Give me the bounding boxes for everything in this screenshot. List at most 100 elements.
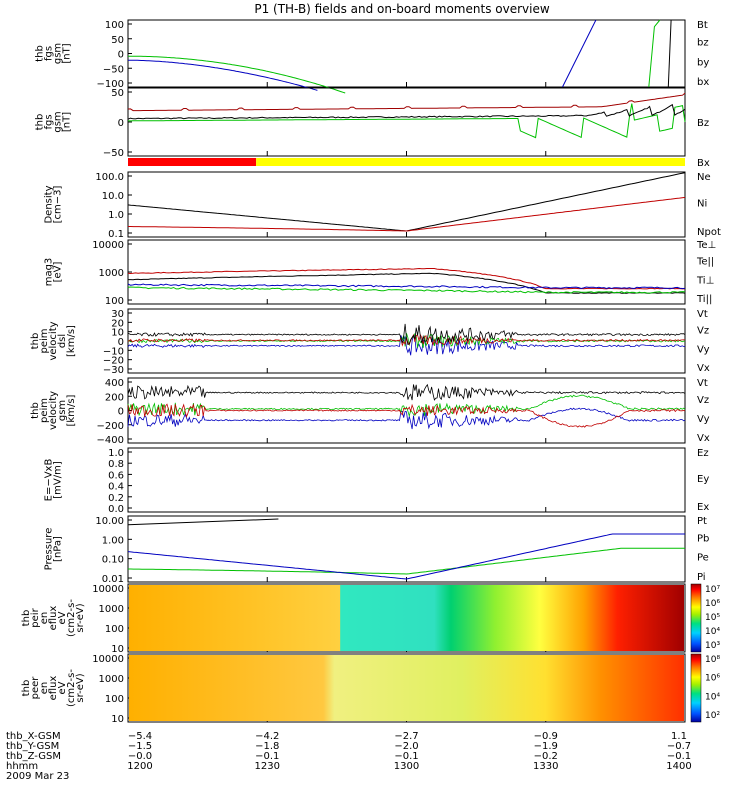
legend-pt: Pt xyxy=(697,516,707,527)
orbit-value: −0.7 xyxy=(667,741,691,752)
y-axis-label: velocity xyxy=(48,321,59,360)
panel-frame xyxy=(127,515,686,583)
orbit-value: −0.1 xyxy=(394,751,418,762)
y-axis-label: (cm2-s- xyxy=(66,669,77,707)
y-axis-label: thb xyxy=(30,333,41,350)
y-tick-label: 10000 xyxy=(92,584,124,595)
y-tick-label: 0.4 xyxy=(108,482,124,493)
y-tick-label: −10 xyxy=(103,346,124,357)
y-axis-label: [km/s] xyxy=(66,325,77,357)
orbit-value: −1.9 xyxy=(534,741,558,752)
y-tick-label: 1000 xyxy=(99,674,124,685)
y-tick-label: 10.0 xyxy=(102,191,124,202)
legend-te: Te|| xyxy=(696,257,714,268)
y-tick-label: 100 xyxy=(105,694,124,705)
y-tick-label: 0.1 xyxy=(108,229,124,240)
y-tick-label: 0.6 xyxy=(108,470,124,481)
series-ni xyxy=(127,172,686,232)
y-axis-label: peir xyxy=(30,607,41,627)
y-axis-label: thb xyxy=(30,402,41,419)
orbit-value: −0.1 xyxy=(667,751,691,762)
y-tick-label: −50 xyxy=(103,148,124,159)
legend-npot: Npot xyxy=(697,227,721,238)
panel-frame xyxy=(127,19,686,88)
series-vy xyxy=(127,394,686,418)
y-axis-label: Density xyxy=(44,185,55,223)
panel-p8: E=−VxB[mV/m] 1.00.80.60.40.20.0 Ez Ey Ex xyxy=(44,447,709,515)
y-tick-label: 1000 xyxy=(99,268,124,279)
y-tick-label: 0.2 xyxy=(108,493,124,504)
legend-bx: Bx xyxy=(697,158,710,169)
y-axis-label: fgs xyxy=(44,46,55,61)
y-tick-label: −50 xyxy=(103,64,124,75)
legend-ez: Ez xyxy=(697,448,709,459)
y-axis-label: eV xyxy=(57,611,68,624)
y-axis-label: peim xyxy=(39,328,50,353)
colorbar-label: 10⁷ xyxy=(705,585,720,595)
mode-bar-slow xyxy=(128,158,257,166)
legend-bt: Bt xyxy=(697,20,708,31)
y-tick-label: 50 xyxy=(111,88,124,99)
orbit-value: 1400 xyxy=(666,761,691,772)
colorbar xyxy=(690,653,702,723)
colorbar-label: 10² xyxy=(705,711,720,721)
y-tick-label: 100 xyxy=(105,296,124,307)
y-axis-label: fgs xyxy=(44,114,55,129)
y-axis-label: [cm−3] xyxy=(53,186,64,224)
panel-frame xyxy=(127,447,686,513)
orbit-value: −0.0 xyxy=(128,751,152,762)
y-tick-label: 200 xyxy=(105,392,124,403)
series-bx xyxy=(562,19,597,88)
y-axis-label: [mV/m] xyxy=(53,461,64,499)
y-axis-label: en xyxy=(39,612,50,625)
y-axis-label: [nPa] xyxy=(53,536,64,562)
y-axis-label: peer xyxy=(30,676,41,700)
series-by xyxy=(648,19,661,88)
colorbar-label: 10³ xyxy=(705,641,720,651)
y-tick-label: 0 xyxy=(118,337,124,348)
y-tick-label: 10.00 xyxy=(95,516,124,527)
series-bz xyxy=(127,92,686,112)
legend-vx: Vx xyxy=(697,433,710,444)
y-axis-label: sr-eV) xyxy=(75,673,86,702)
series-by xyxy=(128,55,346,94)
y-axis-label: [km/s] xyxy=(66,394,77,426)
colorbar-label: 10⁶ xyxy=(705,599,720,609)
legend-ti: Ti|| xyxy=(696,294,712,305)
y-axis-label: thb xyxy=(21,610,32,627)
y-axis-label: velocity xyxy=(48,391,59,430)
orbit-value: −1.8 xyxy=(255,741,279,752)
series-pt xyxy=(127,518,279,526)
legend-te: Te⊥ xyxy=(696,240,716,251)
y-tick-label: 10000 xyxy=(92,654,124,665)
series-pi xyxy=(127,533,685,580)
orbit-value: −4.2 xyxy=(255,731,279,742)
y-axis-label: [nT] xyxy=(62,43,73,63)
series-vt xyxy=(127,383,686,401)
orbit-row-label: thb_Z-GSM xyxy=(6,751,61,762)
y-axis-label: E=−VxB xyxy=(44,459,55,502)
legend-vt: Vt xyxy=(697,378,708,389)
y-tick-label: 20 xyxy=(111,318,124,329)
plot-date: 2009 Mar 23 xyxy=(6,771,69,782)
y-tick-label: 0.8 xyxy=(108,459,124,470)
orbit-value: 1200 xyxy=(127,761,152,772)
colorbar-label: 10⁵ xyxy=(705,613,720,623)
colorbar xyxy=(690,583,702,653)
y-tick-label: −200 xyxy=(97,421,124,432)
colorbar-label: 10⁴ xyxy=(705,692,720,702)
series-vz xyxy=(127,403,686,428)
legend-bz: Bz xyxy=(697,118,709,129)
orbit-value: −0.1 xyxy=(255,751,279,762)
legend-vx: Vx xyxy=(697,363,710,374)
series-te-par xyxy=(128,272,686,294)
y-axis-label: thb xyxy=(21,680,32,697)
y-axis-label: peim xyxy=(39,398,50,423)
panel-frame xyxy=(127,87,686,157)
y-axis-label: eflux xyxy=(48,606,59,631)
y-tick-label: −400 xyxy=(97,435,124,446)
